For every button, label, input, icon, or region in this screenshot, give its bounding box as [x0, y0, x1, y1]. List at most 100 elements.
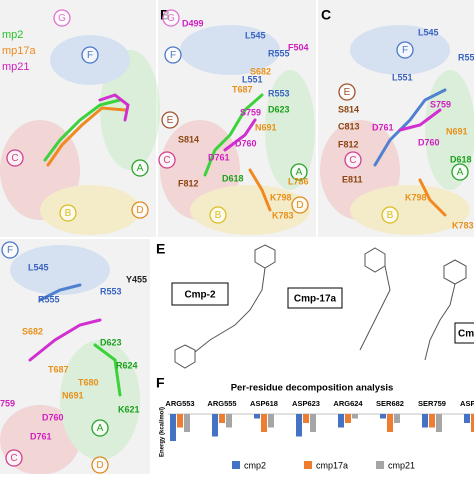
region-marker: [338, 83, 356, 101]
x-tick-label: SER682: [376, 399, 404, 408]
panel-a-bg: [0, 0, 156, 237]
residue-label: S759: [240, 107, 261, 117]
x-tick-label: ASP618: [250, 399, 278, 408]
bar: [429, 414, 435, 428]
bar: [464, 414, 470, 423]
bar: [310, 414, 316, 432]
residue-label: F504: [288, 42, 309, 52]
compound-box: [454, 322, 474, 344]
compound-label: Cmp-2: [184, 290, 216, 301]
region-label: E: [344, 87, 351, 98]
bar: [380, 414, 386, 419]
region-marker: [164, 46, 182, 64]
panel-letter: F: [156, 375, 165, 391]
residue-label: R553: [268, 88, 290, 98]
bar: [219, 414, 225, 423]
region-label: D: [296, 200, 303, 211]
residue-label: N691: [62, 390, 84, 400]
bar: [184, 414, 190, 432]
region-marker: [451, 163, 469, 181]
residue-label: D761: [30, 431, 52, 441]
region-label: A: [97, 423, 104, 434]
region-label: A: [137, 163, 144, 174]
residue-label: L545: [28, 262, 49, 272]
legend-swatch: [232, 461, 240, 469]
residue-label: K798: [270, 192, 292, 202]
bar: [436, 414, 442, 432]
residue-label: R555: [268, 48, 290, 58]
region-label: G: [58, 13, 66, 24]
bar: [261, 414, 267, 432]
bar: [352, 414, 358, 419]
bar: [394, 414, 400, 423]
residue-label: D618: [222, 173, 244, 183]
residue-label: D618: [450, 154, 472, 164]
residue-label: E811: [342, 174, 363, 184]
x-tick-label: ARG555: [207, 399, 236, 408]
compound-label: Cmp: [458, 329, 474, 340]
bar: [422, 414, 428, 428]
region-marker: [162, 9, 180, 27]
region-label: B: [387, 210, 394, 221]
residue-label: 759: [0, 398, 15, 408]
region-marker: [209, 206, 227, 224]
panel-letter: E: [156, 241, 165, 257]
residue-label: D760: [235, 138, 257, 148]
x-tick-label: ASP623: [292, 399, 320, 408]
bar: [345, 414, 351, 423]
legend-label: cmp21: [388, 460, 415, 470]
bar: [177, 414, 183, 428]
region-marker: [81, 46, 99, 64]
residue-label: S814: [178, 134, 199, 144]
bar: [387, 414, 393, 432]
region-marker: [131, 159, 149, 177]
bar: [268, 414, 274, 428]
legend-label: cmp17a: [316, 460, 348, 470]
residue-label: S759: [430, 99, 451, 109]
bar: [471, 414, 474, 432]
ligand-sticks: [28, 88, 447, 397]
legend-swatch: [376, 461, 384, 469]
region-marker: [91, 456, 109, 474]
region-label: C: [10, 453, 17, 464]
region-label: A: [457, 167, 464, 178]
region-label: G: [167, 13, 175, 24]
region-label: A: [296, 167, 303, 178]
ligand-label: mp17a: [2, 45, 37, 57]
residue-label: L545: [418, 27, 439, 37]
region-label: D: [136, 205, 143, 216]
x-tick-label: ASP760: [460, 399, 474, 408]
residue-label: K798: [405, 192, 427, 202]
residue-label: T687: [48, 364, 69, 374]
residue-label: R624: [116, 360, 138, 370]
legend-swatch: [304, 461, 312, 469]
residue-label: F812: [178, 178, 199, 188]
residue-label: K621: [118, 404, 140, 414]
residue-label: D499: [182, 18, 204, 28]
region-marker: [1, 241, 19, 259]
residue-label: D761: [208, 152, 230, 162]
region-label: C: [349, 155, 356, 166]
region-marker: [53, 9, 71, 27]
residue-label: K783: [272, 210, 294, 220]
residue-label: F812: [338, 139, 359, 149]
region-marker: [158, 151, 176, 169]
panel-letter: C: [321, 7, 331, 23]
compound-box: [171, 282, 229, 306]
residue-label: R55: [458, 52, 474, 62]
x-tick-label: SER759: [418, 399, 446, 408]
region-label: D: [96, 460, 103, 471]
region-label: F: [402, 45, 408, 56]
region-marker: [381, 206, 399, 224]
residue-label: K783: [452, 220, 474, 230]
residue-label: S814: [338, 104, 359, 114]
y-axis-label: Energy (kcal/mol): [160, 407, 166, 457]
region-label: C: [11, 153, 18, 164]
residue-label: D623: [268, 104, 290, 114]
region-marker: [291, 196, 309, 214]
residue-label: D760: [418, 137, 440, 147]
compound-label: Cmp-17a: [294, 294, 337, 305]
region-label: F: [87, 50, 93, 61]
x-tick-label: ARG624: [333, 399, 363, 408]
